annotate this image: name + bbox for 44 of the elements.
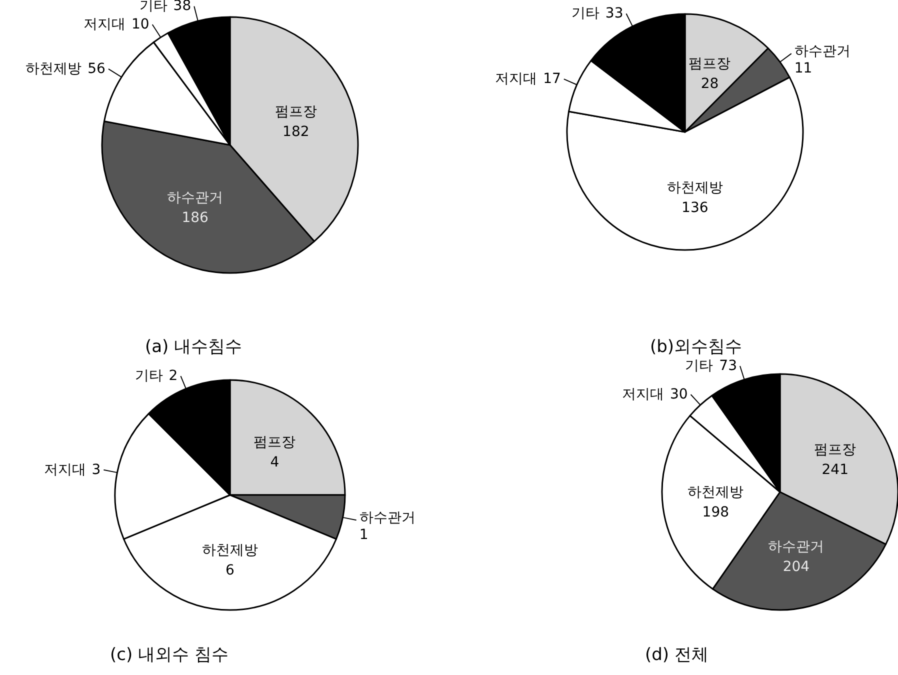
slice-label: 기타 xyxy=(685,358,714,374)
data-label: 38 xyxy=(173,0,192,14)
data-label: 30 xyxy=(670,386,688,403)
slice-label: 하천제방 xyxy=(666,180,723,196)
slice-label: 기타 xyxy=(139,0,168,14)
data-label: 56 xyxy=(88,60,106,77)
data-label: 28 xyxy=(700,76,719,92)
slice-label: 하천제방 xyxy=(202,542,258,558)
data-label: 182 xyxy=(282,124,310,140)
data-label: 6 xyxy=(226,562,235,578)
data-label: 241 xyxy=(822,462,848,478)
data-label: 2 xyxy=(168,368,178,384)
slice-label: 저지대 xyxy=(84,16,126,32)
data-label: 3 xyxy=(92,462,101,478)
text: (a) 내수침수 xyxy=(145,337,242,357)
slice-label: 저지대 xyxy=(495,71,538,88)
text: (c) 내외수 침수 xyxy=(110,645,228,665)
slice-label: 저지대 xyxy=(622,386,664,403)
slice-label: 하수관거 xyxy=(768,538,824,555)
data-label: 204 xyxy=(782,558,810,575)
slice-label: 하천제방 xyxy=(26,60,82,77)
data-label: 136 xyxy=(682,200,708,216)
slice-label: 기타 xyxy=(571,6,600,22)
slice-label: 하수관거 xyxy=(794,44,850,60)
data-label: 17 xyxy=(543,71,561,88)
data-label: 1 xyxy=(359,527,368,544)
slice-label: 하천제방 xyxy=(688,484,744,500)
data-label: 11 xyxy=(794,60,812,77)
slice-label: 펌프장 xyxy=(274,104,317,120)
slice-label: 기타 xyxy=(134,368,163,384)
data-label: 4 xyxy=(270,454,280,470)
slice-label: 펌프장 xyxy=(688,56,731,72)
data-label: 73 xyxy=(719,358,738,374)
slice-label: 하수관거 xyxy=(167,190,224,206)
slice-label: 펌프장 xyxy=(254,434,296,450)
data-label: 10 xyxy=(132,16,150,32)
data-label: 198 xyxy=(702,504,730,520)
data-label: 33 xyxy=(605,6,624,22)
slice-label: 펌프장 xyxy=(814,442,856,458)
slice-label: 하수관거 xyxy=(359,510,416,526)
data-label: 186 xyxy=(182,210,209,226)
slice-label: 저지대 xyxy=(44,462,86,478)
text: (b)외수침수 xyxy=(650,337,742,357)
text: (d) 전체 xyxy=(645,645,708,665)
